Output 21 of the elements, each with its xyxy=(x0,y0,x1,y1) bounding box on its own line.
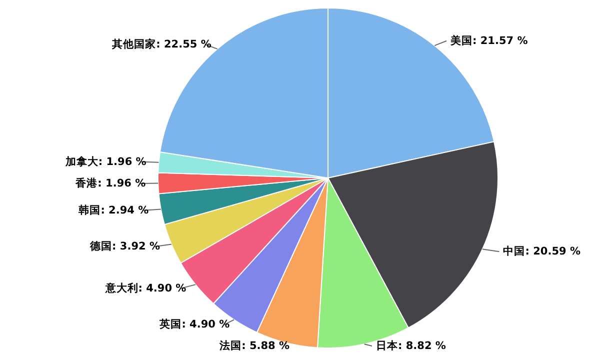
slice-label: 加拿大 xyxy=(64,154,100,168)
data-label: : 5.88 % xyxy=(242,340,290,352)
data-label: : 2.94 % xyxy=(100,204,150,216)
data-label: : 8.82 % xyxy=(398,340,446,352)
slice-label: 中国 xyxy=(503,244,526,258)
data-label: : 3.92 % xyxy=(112,240,160,253)
slice-label: 德国 xyxy=(89,240,112,253)
data-label: : 20.59 % xyxy=(525,246,581,258)
data-label: : 1.96 % xyxy=(98,177,146,190)
slice-label: 韩国 xyxy=(78,203,101,216)
slice-label: 法国 xyxy=(218,339,242,352)
slice-label: 日本 xyxy=(376,339,399,352)
data-label: : 1.96 % xyxy=(98,156,147,168)
slice-label: 意大利 xyxy=(104,281,138,294)
slice-label: 美国 xyxy=(450,34,473,47)
slice-label: 香港 xyxy=(74,176,99,190)
data-label: : 4.90 % xyxy=(182,318,230,331)
slice-label: 其他国家 xyxy=(111,37,156,50)
data-label: : 21.57 % xyxy=(472,34,528,47)
slice-label: 英国 xyxy=(158,318,182,331)
data-label: : 4.90 % xyxy=(138,282,187,294)
